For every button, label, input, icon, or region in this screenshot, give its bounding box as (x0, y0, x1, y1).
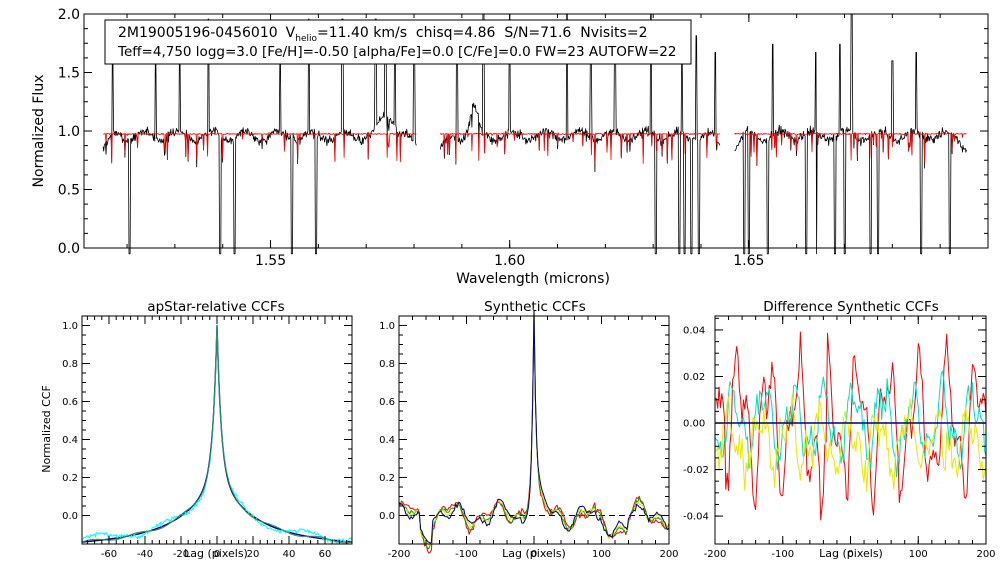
xtick-label: 1.60 (494, 253, 525, 269)
synthetic-curves (398, 308, 670, 554)
ytick-label: -0.04 (683, 512, 709, 523)
observed-flux-chip-3 (734, 13, 967, 255)
velocity-symbol: V (286, 25, 296, 41)
xtick-label: -40 (137, 549, 153, 560)
model-flux-chip-2 (439, 132, 721, 165)
apstar-ylabel: Normalized CCF (40, 385, 53, 473)
ytick-label: 1.0 (62, 321, 78, 332)
xtick-label: 60 (319, 549, 332, 560)
info-box-frame (104, 19, 692, 65)
ytick-label: 0.0 (379, 511, 395, 522)
xtick-label: -200 (704, 549, 727, 560)
synthetic-axis-ticks: -200 -100 0 100 200 0.0 0.2 0.4 0.6 0.8 1.0 (379, 316, 679, 560)
difference-curves (714, 331, 987, 521)
xtick-label: 100 (909, 549, 928, 560)
difference-xlabel: Lag (pixels) (819, 547, 883, 560)
spectrum-curves (102, 13, 967, 255)
difference-axis-ticks: -200 -100 0 100 200 -0.04 -0.02 0.00 0.02 0.04 (683, 316, 996, 560)
ytick-label: 1.5 (58, 65, 80, 81)
difference-ccf-visit-red (714, 331, 987, 521)
ytick-label: 0.4 (62, 435, 78, 446)
xtick-label: 0 (214, 549, 220, 560)
info-line-2: Teff=4,750 logg=3.0 [Fe/H]=-0.50 [alpha/… (117, 44, 676, 60)
spectrum-ylabel: Normalized Flux (31, 75, 47, 188)
ytick-label: -0.02 (683, 465, 709, 476)
synthetic-title: Synthetic CCFs (484, 299, 586, 315)
ccf-combined (81, 324, 353, 543)
ytick-label: 0.5 (58, 182, 80, 198)
ytick-label: 1.0 (379, 321, 395, 332)
ytick-label: 2.0 (58, 7, 80, 23)
xtick-label: -100 (771, 549, 794, 560)
apstar-frame (81, 315, 353, 545)
xtick-label: 40 (283, 549, 296, 560)
apstar-title: apStar-relative CCFs (147, 299, 284, 315)
xtick-label: 0 (847, 549, 853, 560)
ytick-label: 0.00 (683, 419, 705, 430)
spectrum-info-box: 2M19005196-0456010 Vhelio=11.40 km/s chis… (104, 19, 692, 65)
xtick-label: 1.55 (255, 253, 286, 269)
difference-title: Difference Synthetic CCFs (763, 299, 939, 315)
ytick-label: 0.6 (62, 397, 78, 408)
xtick-label: 200 (976, 549, 995, 560)
ytick-label: 0.8 (62, 359, 78, 370)
difference-ccf-panel: Difference Synthetic CCFs -200 -100 0 100 20… (683, 299, 996, 560)
ytick-label: 0.0 (58, 241, 80, 257)
info-line-1: 2M19005196-0456010 Vhelio=11.40 km/s chis… (118, 25, 647, 44)
xtick-label: -100 (455, 549, 478, 560)
ytick-label: 0.0 (62, 511, 78, 522)
apstar-ccf-panel: apStar-relative CCFs -60 -40 -20 0 20 40 60 0.0… (40, 299, 353, 560)
apstar-curves (81, 324, 353, 544)
fit-stats: chisq=4.86 S/N=71.6 Nvisits=2 (407, 25, 647, 41)
difference-ccf-visit-cyan (714, 370, 987, 478)
spectrum-axis-ticks: 1.55 1.60 1.65 0.0 0.5 1.0 1.5 2.0 (58, 7, 988, 269)
ytick-label: 0.4 (379, 435, 395, 446)
xtick-label: -60 (101, 549, 117, 560)
velocity-value: =11.40 km/s (317, 25, 407, 41)
synthetic-ccf-visit-B (398, 309, 670, 550)
spectrum-panel: 1.55 1.60 1.65 0.0 0.5 1.0 1.5 2.0 2M19005196-0… (31, 7, 989, 287)
ytick-label: 0.8 (379, 359, 395, 370)
xtick-label: 1.65 (733, 253, 764, 269)
difference-ccf-visit-yellow (714, 394, 987, 493)
xtick-label: 0 (531, 549, 537, 560)
ytick-label: 0.2 (62, 473, 78, 484)
ccf-visit-1 (81, 324, 353, 544)
synthetic-ccf-combined (398, 309, 670, 544)
model-flux-chip-3 (734, 132, 967, 164)
synthetic-ccf-visit-A (398, 312, 670, 554)
xtick-label: -200 (388, 549, 411, 560)
ccf-visit-2 (81, 325, 353, 544)
xtick-label: -20 (173, 549, 189, 560)
apstar-axis-ticks: -60 -40 -20 0 20 40 60 0.0 0.2 0.4 0.6 0.8 1.0 (62, 316, 352, 560)
ytick-label: 0.2 (379, 473, 395, 484)
ytick-label: 0.6 (379, 397, 395, 408)
ytick-label: 0.04 (683, 325, 705, 336)
synthetic-xlabel: Lag (pixels) (502, 547, 566, 560)
model-flux-chip-1 (103, 132, 417, 164)
velocity-subscript: helio (295, 34, 317, 44)
ytick-label: 0.02 (683, 372, 705, 383)
synthetic-ccf-panel: Synthetic CCFs -200 -100 0 100 200 0.0 0.2 0.4 0… (379, 299, 678, 560)
xtick-label: 20 (247, 549, 260, 560)
ytick-label: 1.0 (58, 124, 80, 140)
apstar-xlabel: Lag (pixels) (184, 547, 248, 560)
star-id: 2M19005196-0456010 (118, 25, 278, 41)
spectrum-xlabel: Wavelength (microns) (456, 271, 610, 287)
xtick-label: 200 (659, 549, 678, 560)
observed-flux-chip-2 (439, 13, 721, 255)
xtick-label: 100 (592, 549, 611, 560)
synthetic-ccf-visit-C (398, 308, 670, 546)
